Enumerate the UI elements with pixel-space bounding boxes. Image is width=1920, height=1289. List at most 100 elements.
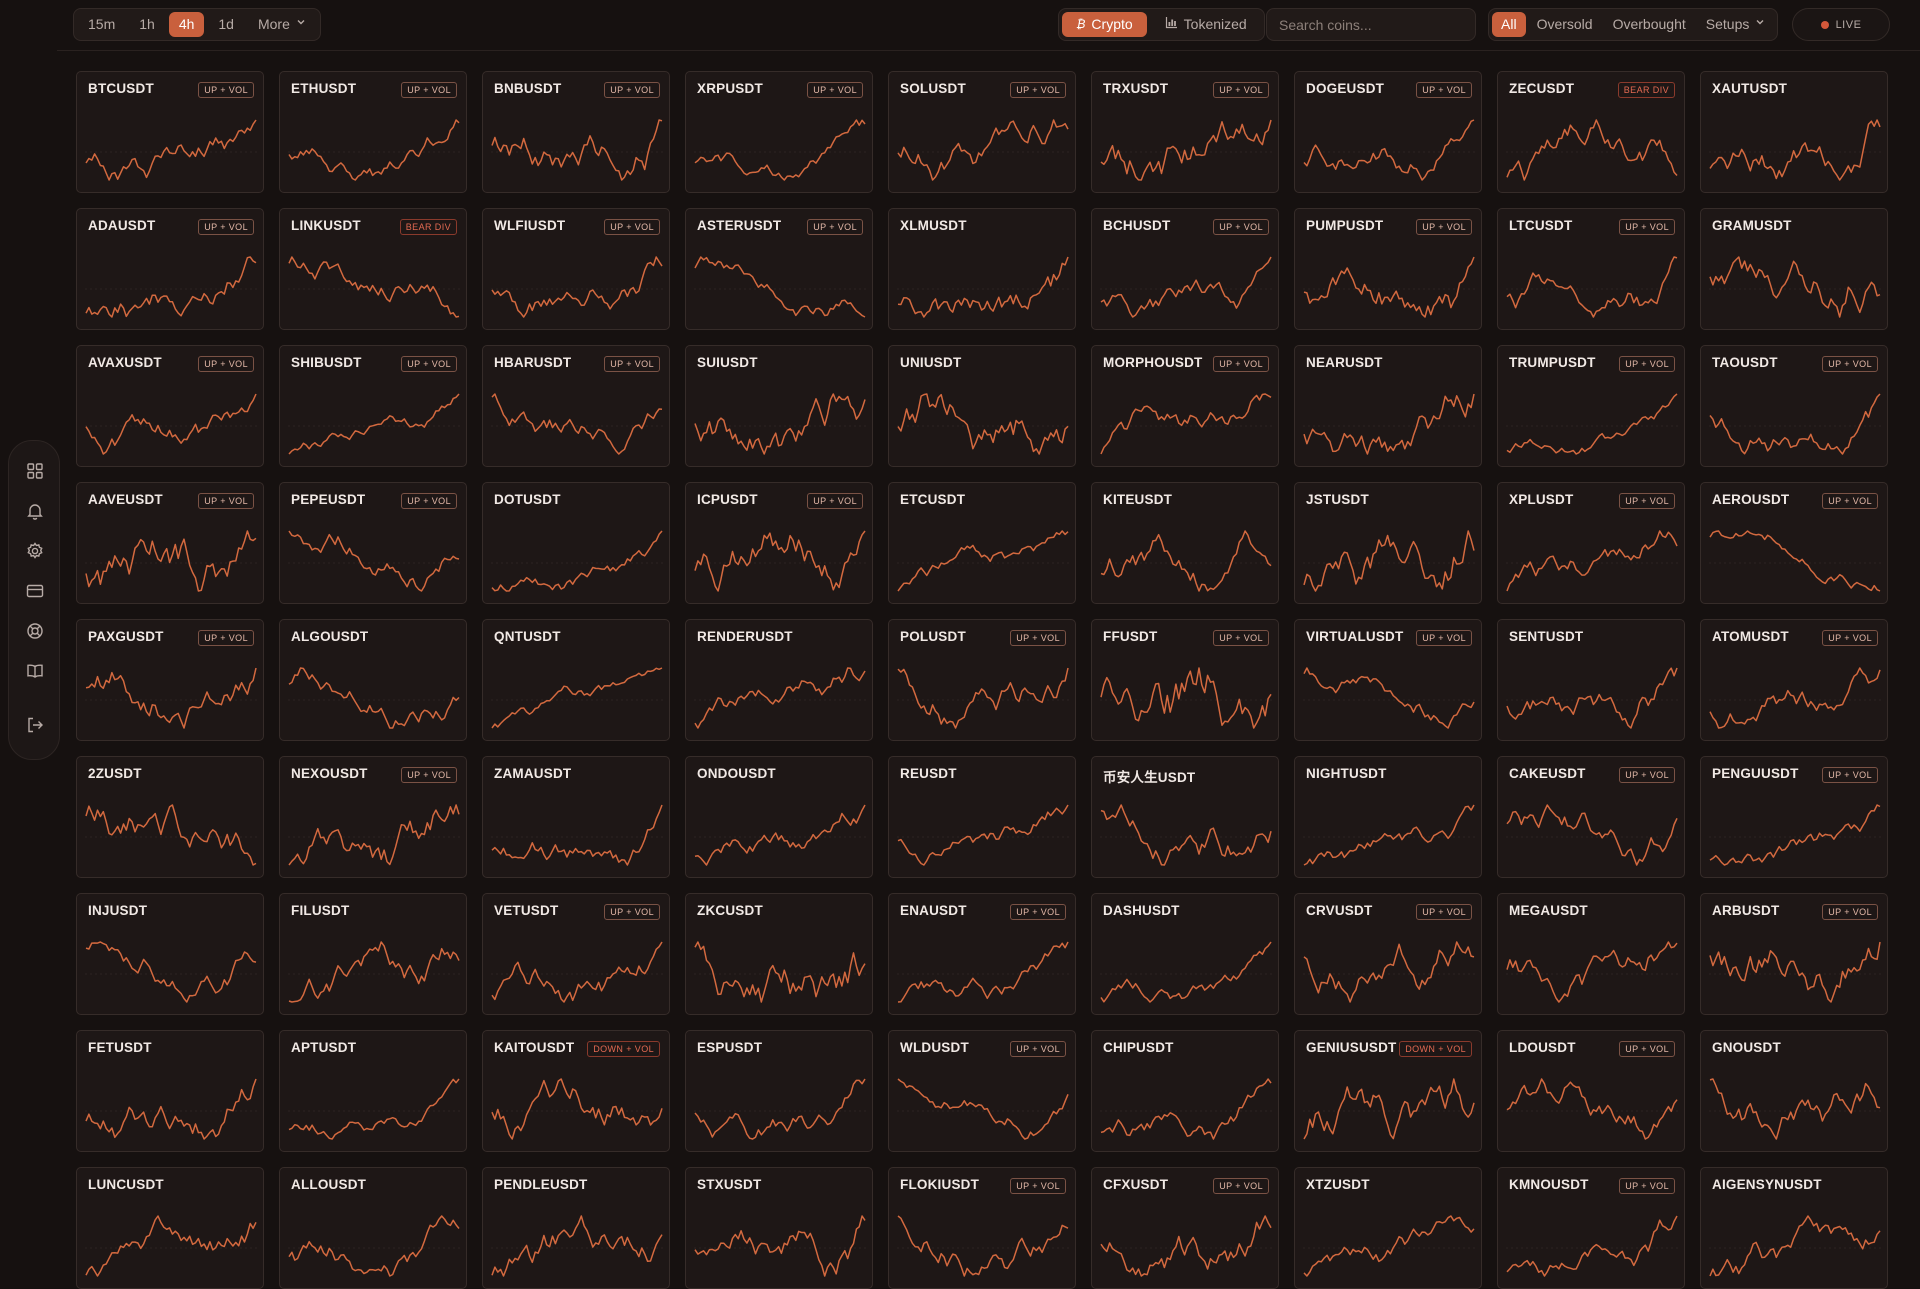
coin-card[interactable]: LUNCUSDT (76, 1167, 264, 1289)
coin-card[interactable]: WLFIUSDT UP + VOL (482, 208, 670, 330)
coin-card[interactable]: NEARUSDT (1294, 345, 1482, 467)
coin-card[interactable]: SUIUSDT (685, 345, 873, 467)
filter-oversold[interactable]: Oversold (1536, 16, 1593, 32)
coin-card[interactable]: PUMPUSDT UP + VOL (1294, 208, 1482, 330)
coin-card[interactable]: CAKEUSDT UP + VOL (1497, 756, 1685, 878)
coin-card[interactable]: KMNOUSDT UP + VOL (1497, 1167, 1685, 1289)
coin-card[interactable]: ZAMAUSDT (482, 756, 670, 878)
coin-card[interactable]: XRPUSDT UP + VOL (685, 71, 873, 193)
coin-card[interactable]: ESPUSDT (685, 1030, 873, 1152)
coin-card[interactable]: AVAXUSDT UP + VOL (76, 345, 264, 467)
coin-card[interactable]: VIRTUALUSDT UP + VOL (1294, 619, 1482, 741)
coin-card[interactable]: ENAUSDT UP + VOL (888, 893, 1076, 1015)
coin-card[interactable]: BNBUSDT UP + VOL (482, 71, 670, 193)
gear-icon[interactable] (25, 541, 45, 561)
coin-card[interactable]: ARBUSDT UP + VOL (1700, 893, 1888, 1015)
coin-card[interactable]: LDOUSDT UP + VOL (1497, 1030, 1685, 1152)
coin-card[interactable]: KAITOUSDT DOWN + VOL (482, 1030, 670, 1152)
coin-card[interactable]: PEPEUSDT UP + VOL (279, 482, 467, 604)
coin-card[interactable]: INJUSDT (76, 893, 264, 1015)
coin-card[interactable]: CFXUSDT UP + VOL (1091, 1167, 1279, 1289)
coin-card[interactable]: PENDLEUSDT (482, 1167, 670, 1289)
coin-card[interactable]: ETHUSDT UP + VOL (279, 71, 467, 193)
coin-card[interactable]: BTCUSDT UP + VOL (76, 71, 264, 193)
coin-card[interactable]: PENGUUSDT UP + VOL (1700, 756, 1888, 878)
coin-card[interactable]: UNIUSDT (888, 345, 1076, 467)
coin-card[interactable]: MORPHOUSDT UP + VOL (1091, 345, 1279, 467)
coin-card[interactable]: KITEUSDT (1091, 482, 1279, 604)
coin-card[interactable]: ZECUSDT BEAR DIV (1497, 71, 1685, 193)
coin-card[interactable]: ATOMUSDT UP + VOL (1700, 619, 1888, 741)
timeframe-4h[interactable]: 4h (168, 12, 205, 37)
coin-card[interactable]: SHIBUSDT UP + VOL (279, 345, 467, 467)
coin-card[interactable]: XTZUSDT (1294, 1167, 1482, 1289)
coin-card[interactable]: VETUSDT UP + VOL (482, 893, 670, 1015)
coin-card[interactable]: ALLOUSDT (279, 1167, 467, 1289)
coin-card[interactable]: GRAMUSDT (1700, 208, 1888, 330)
coin-card[interactable]: BCHUSDT UP + VOL (1091, 208, 1279, 330)
more-timeframes-button[interactable]: More (248, 12, 316, 37)
coin-card[interactable]: TRUMPUSDT UP + VOL (1497, 345, 1685, 467)
live-indicator[interactable]: LIVE (1792, 8, 1890, 41)
coin-card[interactable]: CHIPUSDT (1091, 1030, 1279, 1152)
coin-card[interactable]: NEXOUSDT UP + VOL (279, 756, 467, 878)
timeframe-15m[interactable]: 15m (88, 16, 116, 32)
coin-card[interactable]: SENTUSDT (1497, 619, 1685, 741)
book-icon[interactable] (25, 661, 45, 681)
coin-card[interactable]: HBARUSDT UP + VOL (482, 345, 670, 467)
coin-card[interactable]: ZKCUSDT (685, 893, 873, 1015)
coin-card[interactable]: LINKUSDT BEAR DIV (279, 208, 467, 330)
timeframe-1h[interactable]: 1h (139, 16, 155, 32)
coin-card[interactable]: AIGENSYNUSDT (1700, 1167, 1888, 1289)
coin-card[interactable]: XAUTUSDT (1700, 71, 1888, 193)
coin-card[interactable]: TRXUSDT UP + VOL (1091, 71, 1279, 193)
coin-card[interactable]: XLMUSDT (888, 208, 1076, 330)
coin-card[interactable]: LTCUSDT UP + VOL (1497, 208, 1685, 330)
card-icon[interactable] (25, 581, 45, 601)
coin-card[interactable]: RENDERUSDT (685, 619, 873, 741)
coin-card[interactable]: GENIUSUSDT DOWN + VOL (1294, 1030, 1482, 1152)
coin-card[interactable]: CRVUSDT UP + VOL (1294, 893, 1482, 1015)
coin-card[interactable]: APTUSDT (279, 1030, 467, 1152)
coin-card[interactable]: DASHUSDT (1091, 893, 1279, 1015)
bell-icon[interactable] (25, 501, 45, 521)
coin-card[interactable]: DOTUSDT (482, 482, 670, 604)
coin-card[interactable]: REUSDT (888, 756, 1076, 878)
coin-card[interactable]: NIGHTUSDT (1294, 756, 1482, 878)
coin-card[interactable]: FILUSDT (279, 893, 467, 1015)
coin-card[interactable]: ADAUSDT UP + VOL (76, 208, 264, 330)
coin-card[interactable]: AEROUSDT UP + VOL (1700, 482, 1888, 604)
lifebuoy-icon[interactable] (25, 621, 45, 641)
coin-card[interactable]: XPLUSDT UP + VOL (1497, 482, 1685, 604)
coin-card[interactable]: 2ZUSDT (76, 756, 264, 878)
coin-card[interactable]: ICPUSDT UP + VOL (685, 482, 873, 604)
coin-card[interactable]: MEGAUSDT (1497, 893, 1685, 1015)
coin-card[interactable]: DOGEUSDT UP + VOL (1294, 71, 1482, 193)
coin-card[interactable]: STXUSDT (685, 1167, 873, 1289)
setups-dropdown[interactable]: Setups (1697, 12, 1775, 37)
logout-icon[interactable] (25, 715, 45, 735)
coin-card[interactable]: ETCUSDT (888, 482, 1076, 604)
filter-all[interactable]: All (1492, 12, 1526, 37)
tab-tokenized[interactable]: Tokenized (1151, 12, 1261, 37)
tab-crypto[interactable]: ₿ Crypto (1062, 12, 1147, 37)
coin-card[interactable]: TAOUSDT UP + VOL (1700, 345, 1888, 467)
coin-card[interactable]: WLDUSDT UP + VOL (888, 1030, 1076, 1152)
timeframe-1d[interactable]: 1d (218, 16, 234, 32)
coin-card[interactable]: FLOKIUSDT UP + VOL (888, 1167, 1076, 1289)
grid-icon[interactable] (25, 461, 45, 481)
coin-card[interactable]: ASTERUSDT UP + VOL (685, 208, 873, 330)
coin-card[interactable]: FETUSDT (76, 1030, 264, 1152)
coin-card[interactable]: PAXGUSDT UP + VOL (76, 619, 264, 741)
coin-card[interactable]: SOLUSDT UP + VOL (888, 71, 1076, 193)
search-input[interactable] (1266, 8, 1476, 41)
filter-overbought[interactable]: Overbought (1612, 16, 1686, 32)
coin-card[interactable]: ALGOUSDT (279, 619, 467, 741)
coin-card[interactable]: QNTUSDT (482, 619, 670, 741)
coin-card[interactable]: FFUSDT UP + VOL (1091, 619, 1279, 741)
coin-card[interactable]: AAVEUSDT UP + VOL (76, 482, 264, 604)
coin-card[interactable]: GNOUSDT (1700, 1030, 1888, 1152)
coin-card[interactable]: JSTUSDT (1294, 482, 1482, 604)
coin-card[interactable]: 币安人生USDT (1091, 756, 1279, 878)
coin-card[interactable]: ONDOUSDT (685, 756, 873, 878)
